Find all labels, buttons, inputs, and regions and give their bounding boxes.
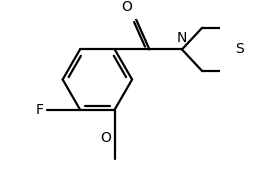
- Text: F: F: [36, 103, 44, 117]
- Text: S: S: [235, 42, 244, 56]
- Text: O: O: [121, 0, 132, 14]
- Text: N: N: [177, 31, 187, 45]
- Text: O: O: [100, 131, 111, 146]
